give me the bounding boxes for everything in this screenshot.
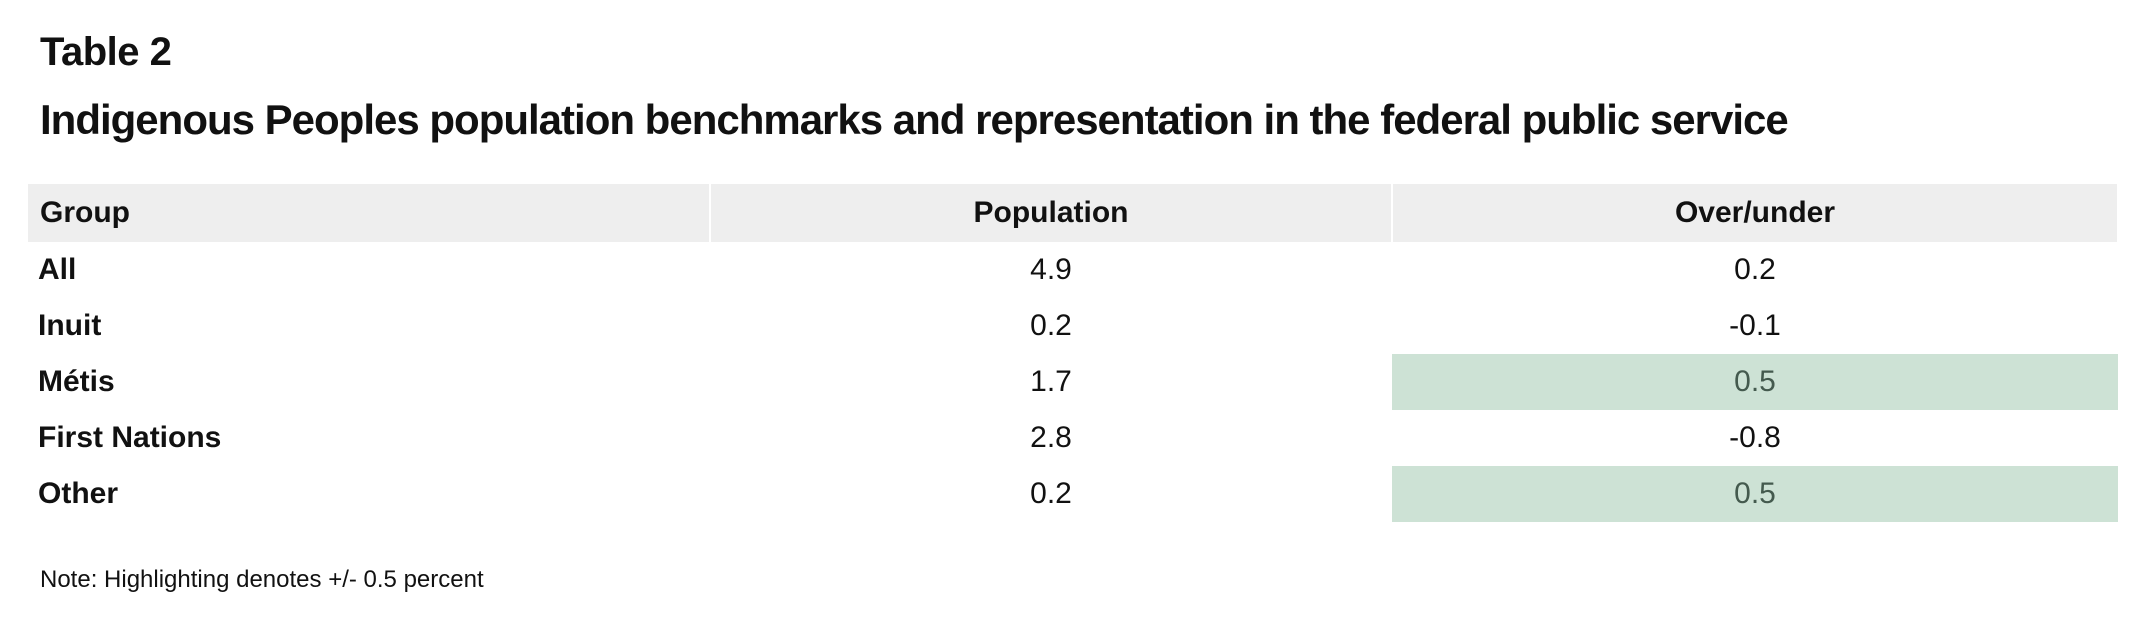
table-row: Métis 1.7 0.5 xyxy=(28,354,2118,410)
group-cell: All xyxy=(38,253,77,286)
group-cell: Inuit xyxy=(38,309,102,342)
table-body: All 4.9 0.2 Inuit 0.2 -0.1 Métis 1.7 0.5… xyxy=(28,242,2118,522)
page-title: Indigenous Peoples population benchmarks… xyxy=(40,96,1789,143)
population-cell: 1.7 xyxy=(1030,365,1072,398)
column-header-group: Group xyxy=(28,184,711,242)
table-row: All 4.9 0.2 xyxy=(28,242,2118,298)
table-header: Group Population Over/under xyxy=(28,184,2119,242)
header-row: Group Population Over/under xyxy=(28,184,2119,242)
group-cell: First Nations xyxy=(38,421,222,454)
table-row: First Nations 2.8 -0.8 xyxy=(28,410,2118,466)
population-cell: 4.9 xyxy=(1030,253,1072,286)
population-cell: 0.2 xyxy=(1030,309,1072,342)
over-under-cell: 0.5 xyxy=(1392,354,2118,410)
table-row: Inuit 0.2 -0.1 xyxy=(28,298,2118,354)
column-header-population: Population xyxy=(710,184,1393,242)
population-cell: 0.2 xyxy=(1030,477,1072,510)
over-under-cell: -0.1 xyxy=(1729,309,1781,342)
data-table: Group Population Over/under All 4.9 0.2 … xyxy=(28,184,2119,522)
over-under-cell: -0.8 xyxy=(1729,421,1781,454)
footnote: Note: Highlighting denotes +/- 0.5 perce… xyxy=(40,566,484,593)
group-cell: Other xyxy=(38,477,119,510)
column-header-over-under: Over/under xyxy=(1392,184,2119,242)
table-row: Other 0.2 0.5 xyxy=(28,466,2118,522)
over-under-cell: 0.5 xyxy=(1392,466,2118,522)
group-cell: Métis xyxy=(38,365,115,398)
table-number: Table 2 xyxy=(40,30,172,74)
population-cell: 2.8 xyxy=(1030,421,1072,454)
over-under-cell: 0.2 xyxy=(1734,253,1776,286)
